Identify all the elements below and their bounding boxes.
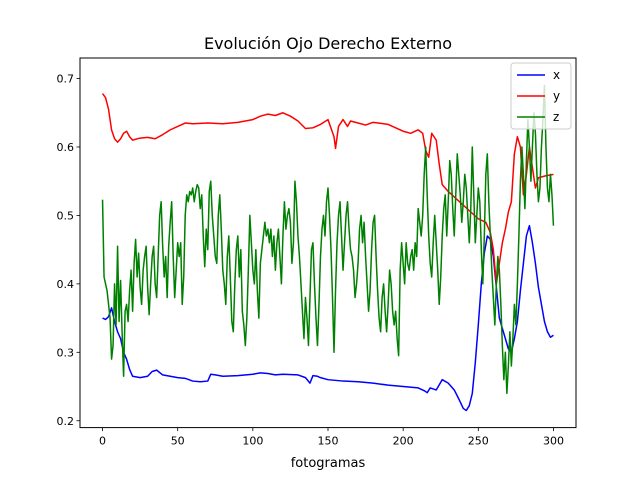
- legend: xyz: [510, 62, 572, 130]
- x-tick-label: 0: [99, 435, 106, 448]
- y-tick-label: 0.5: [57, 209, 75, 222]
- y-tick-label: 0.3: [57, 346, 75, 359]
- legend-label-x: x: [553, 68, 560, 82]
- x-axis: 0 50 100 150 200 250 300: [99, 427, 564, 448]
- x-tick-label: 250: [468, 435, 489, 448]
- series-y-line: [101, 93, 554, 285]
- x-tick-label: 300: [543, 435, 564, 448]
- y-tick-label: 0.2: [57, 415, 75, 428]
- legend-label-y: y: [553, 89, 560, 103]
- y-tick-label: 0.4: [57, 278, 75, 291]
- y-tick-label: 0.6: [57, 141, 75, 154]
- series-z-line: [101, 84, 555, 395]
- series-x-line: [102, 224, 554, 412]
- x-tick-label: 150: [318, 435, 339, 448]
- x-tick-label: 100: [242, 435, 263, 448]
- x-tick-label: 50: [171, 435, 185, 448]
- chart-title: Evolución Ojo Derecho Externo: [204, 34, 452, 53]
- y-tick-label: 0.7: [57, 73, 75, 86]
- plot-area: [101, 84, 555, 412]
- y-axis: 0.2 0.3 0.4 0.5 0.6 0.7: [57, 73, 80, 428]
- legend-label-z: z: [553, 110, 559, 124]
- x-tick-label: 200: [393, 435, 414, 448]
- x-axis-label: fotogramas: [291, 456, 366, 471]
